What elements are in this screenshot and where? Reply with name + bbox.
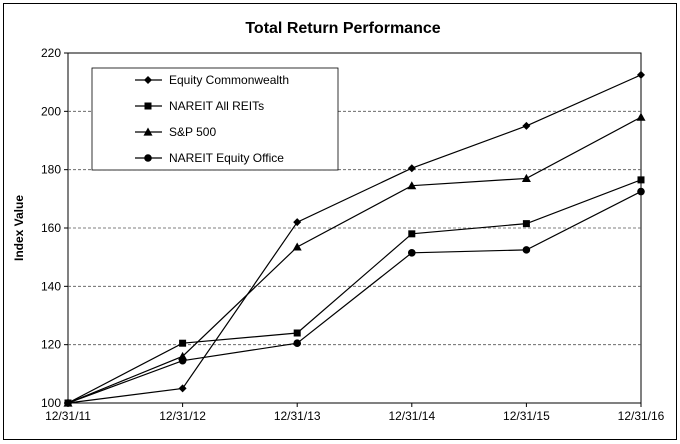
y-axis-label: Index Value: [12, 195, 26, 261]
y-tick-label: 160: [41, 221, 61, 235]
data-point-nareit-equity-office: [64, 399, 72, 407]
legend-label-nareit-equity-office: NAREIT Equity Office: [169, 151, 284, 165]
series-line-equity-commonwealth: [67, 74, 642, 404]
legend-box: [91, 67, 339, 171]
data-point-equity-commonwealth: [637, 70, 645, 79]
data-point-nareit-all-reits: [637, 176, 645, 184]
data-point-s-p-500: [407, 181, 417, 190]
data-point-nareit-equity-office: [522, 246, 531, 254]
x-tick-label: 12/31/12: [159, 409, 206, 423]
data-point-nareit-equity-office: [637, 187, 645, 196]
data-point-nareit-equity-office: [178, 356, 187, 365]
x-tick-label: 12/31/14: [388, 409, 435, 423]
legend-label-nareit-all-reits: NAREIT All REITs: [169, 99, 264, 113]
data-point-s-p-500: [636, 112, 646, 121]
y-tick-label: 220: [41, 46, 61, 60]
x-tick-label: 12/31/16: [618, 409, 665, 423]
y-tick-label: 120: [41, 338, 61, 352]
x-tick-label: 12/31/11: [45, 409, 91, 423]
series-line-nareit-equity-office: [67, 191, 642, 404]
data-point-equity-commonwealth: [178, 384, 187, 393]
series-line-nareit-all-reits: [67, 179, 642, 404]
data-point-nareit-equity-office: [408, 248, 416, 257]
data-point-nareit-all-reits: [522, 220, 530, 228]
plot-area: 100 120 140 160 180 200 220 12/31/11 12/31/12 12/…: [41, 46, 665, 423]
y-tick-label: 200: [41, 104, 61, 118]
x-tick-label: 12/31/13: [274, 409, 321, 423]
data-point-nareit-equity-office: [293, 339, 302, 348]
legend-marker-equity-commonwealth: [144, 76, 152, 84]
y-tick-label: 180: [41, 163, 61, 177]
data-point-equity-commonwealth: [407, 164, 416, 173]
legend: Equity Commonwealth NAREIT All REITs S&P 5…: [91, 67, 339, 171]
y-tick-label: 100: [41, 396, 61, 410]
y-tick-label: 140: [41, 279, 61, 293]
legend-marker-nareit-equity-office: [144, 154, 152, 162]
legend-marker-nareit-all-reits: [144, 102, 152, 110]
legend-label-s-p-500: S&P 500: [169, 125, 216, 139]
data-point-nareit-all-reits: [408, 230, 416, 238]
data-point-equity-commonwealth: [522, 121, 531, 130]
chart-title: Total Return Performance: [245, 20, 440, 37]
data-point-nareit-all-reits: [179, 339, 187, 347]
legend-marker-s-p-500: [143, 127, 153, 136]
data-point-s-p-500: [292, 242, 302, 251]
x-tick-label: 12/31/15: [503, 409, 550, 423]
series-line-s-p-500: [67, 116, 642, 404]
data-point-nareit-all-reits: [293, 329, 301, 337]
data-point-s-p-500: [521, 173, 531, 183]
data-point-equity-commonwealth: [293, 218, 302, 227]
legend-label-equity-commonwealth: Equity Commonwealth: [169, 73, 289, 87]
